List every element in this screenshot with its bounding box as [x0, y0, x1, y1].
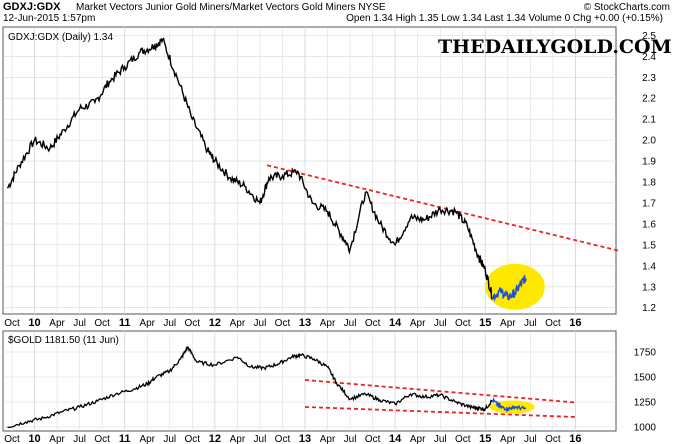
- trendline: [266, 164, 621, 253]
- x-tick-label: Apr: [49, 318, 65, 329]
- x-tick-label: Jul: [163, 434, 176, 444]
- x-tick-label: Oct: [185, 318, 201, 329]
- x-tick-label: Jul: [344, 318, 357, 329]
- x-tick-label: 14: [389, 317, 402, 329]
- gold-y-axis: 1000 1250 1500 1750: [634, 348, 657, 434]
- x-tick-label: Apr: [139, 318, 155, 329]
- ratio-price-line: [6, 37, 494, 300]
- y-tick-label: 1.7: [642, 198, 656, 209]
- y-tick-label: 2.1: [642, 115, 656, 126]
- watermark-logo: THEDAILYGOLD.COM: [438, 36, 672, 58]
- x-tick-label: Apr: [500, 318, 516, 329]
- x-tick-label: Jul: [73, 434, 86, 444]
- y-tick-label: 1250: [634, 398, 657, 409]
- x-tick-label: 15: [479, 317, 491, 329]
- x-tick-label: Oct: [94, 434, 110, 444]
- ratio-recent-line: [491, 275, 527, 302]
- x-tick-label: Jul: [73, 318, 86, 329]
- y-tick-label: 1.5: [642, 240, 656, 251]
- x-tick-label: Oct: [275, 434, 291, 444]
- x-tick-label: 10: [28, 317, 40, 329]
- ratio-legend: GDXJ:GDX (Daily) 1.34: [8, 32, 113, 43]
- x-tick-label: Jul: [163, 318, 176, 329]
- x-tick-label: 16: [569, 433, 581, 444]
- x-tick-label: Oct: [94, 318, 110, 329]
- y-tick-label: 1.6: [642, 219, 656, 230]
- quote-date: 12-Jun-2015 1:57pm: [3, 13, 95, 24]
- gold-recent-line: [491, 396, 527, 413]
- ratio-panel: 1.2 1.3 1.4 1.5 1.6 1.7 1.8 1.9 2.0 2.1 2.2 2.3 2.4 2…: [2, 26, 672, 315]
- symbol-title: GDXJ:GDX: [3, 1, 61, 13]
- x-tick-label: Oct: [545, 318, 561, 329]
- quote-summary: Open 1.34 High 1.35 Low 1.34 Last 1.34 V…: [346, 13, 663, 24]
- x-tick-label: Apr: [410, 318, 426, 329]
- x-tick-label: Oct: [365, 318, 381, 329]
- x-tick-label: Jul: [434, 434, 447, 444]
- x-tick-label: 13: [299, 317, 311, 329]
- gold-x-axis: Oct 10 Apr Jul Oct 11 Apr Jul Oct 12 Apr Jul Oct 13 Ap…: [4, 433, 581, 444]
- x-tick-label: 11: [119, 317, 131, 329]
- x-tick-label: Oct: [455, 434, 471, 444]
- x-tick-label: Jul: [434, 318, 447, 329]
- x-tick-label: 10: [28, 433, 40, 444]
- gold-price-line: [7, 346, 493, 429]
- y-tick-label: 1.3: [642, 282, 656, 293]
- x-tick-label: Jul: [524, 318, 537, 329]
- x-tick-label: Oct: [275, 318, 291, 329]
- y-tick-label: 2.5: [642, 31, 656, 42]
- y-tick-label: 2.2: [642, 94, 656, 105]
- x-tick-label: 16: [569, 317, 581, 329]
- x-tick-label: Apr: [230, 318, 246, 329]
- y-tick-label: 1.2: [642, 303, 656, 314]
- x-tick-label: 12: [209, 433, 221, 444]
- y-tick-label: 2.3: [642, 73, 656, 84]
- y-tick-label: 1500: [634, 373, 657, 384]
- x-tick-label: Oct: [185, 434, 201, 444]
- y-tick-label: 2.4: [642, 52, 656, 63]
- trendline: [304, 379, 576, 404]
- ratio-y-axis: 1.2 1.3 1.4 1.5 1.6 1.7 1.8 1.9 2.0 2.1 2.2 2.3 2.4 2…: [642, 31, 656, 314]
- y-tick-label: 1000: [634, 423, 657, 434]
- y-tick-label: 2.0: [642, 136, 656, 147]
- x-tick-label: Jul: [254, 318, 267, 329]
- x-tick-label: Oct: [4, 434, 20, 444]
- x-tick-label: Oct: [455, 318, 471, 329]
- x-tick-label: 11: [119, 433, 131, 444]
- x-tick-label: Oct: [365, 434, 381, 444]
- x-tick-label: Jul: [344, 434, 357, 444]
- y-tick-label: 1.9: [642, 157, 656, 168]
- highlight-circle: [485, 263, 545, 310]
- x-tick-label: 15: [479, 433, 491, 444]
- ratio-x-axis: Oct 10 Apr Jul Oct 11 Apr Jul Oct 12 Apr Jul Oct 13 Ap…: [4, 317, 581, 329]
- x-tick-label: 12: [209, 317, 221, 329]
- y-tick-label: 1.8: [642, 178, 656, 189]
- gold-legend: $GOLD 1181.50 (11 Jun): [8, 335, 119, 346]
- trendline: [304, 406, 576, 418]
- x-tick-label: Apr: [49, 434, 65, 444]
- y-tick-label: 1.4: [642, 261, 656, 272]
- x-tick-label: Apr: [139, 434, 155, 444]
- x-tick-label: Jul: [524, 434, 537, 444]
- gold-panel-frame: [2, 330, 617, 432]
- credit-label: © StockCharts.com: [584, 2, 670, 13]
- x-tick-label: Apr: [410, 434, 426, 444]
- x-tick-label: Apr: [320, 318, 336, 329]
- x-tick-label: Apr: [320, 434, 336, 444]
- x-tick-label: Oct: [4, 318, 20, 329]
- y-tick-label: 1750: [634, 348, 657, 359]
- ratio-overlays: [266, 164, 621, 310]
- x-tick-label: 13: [299, 433, 311, 444]
- x-tick-label: Apr: [500, 434, 516, 444]
- symbol-description: Market Vectors Junior Gold Miners/Market…: [76, 2, 386, 13]
- x-tick-label: Apr: [230, 434, 246, 444]
- gold-panel: 1000 1250 1500 1750 $GOLD 1181.50 (11 Jun): [2, 330, 657, 434]
- gold-grid: [3, 331, 616, 431]
- x-tick-label: Oct: [545, 434, 561, 444]
- x-tick-label: Jul: [254, 434, 267, 444]
- x-tick-label: 14: [389, 433, 402, 444]
